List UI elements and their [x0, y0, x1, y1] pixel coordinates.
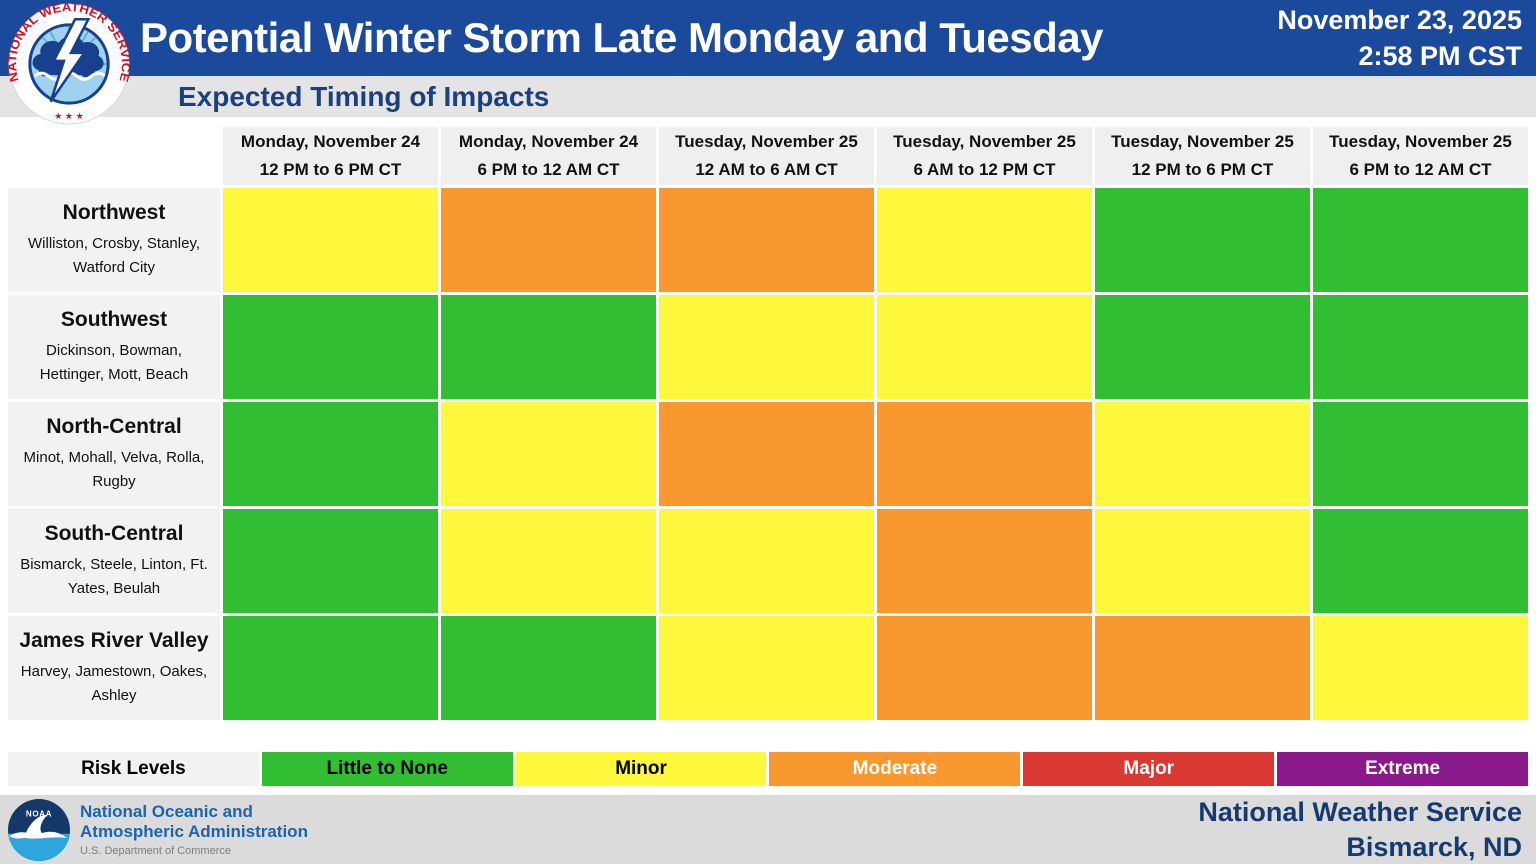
region-cities: Dickinson, Bowman, Hettinger, Mott, Beac…: [39, 341, 189, 383]
column-header: Tuesday, November 25 12 PM to 6 PM CT: [1095, 127, 1310, 185]
region-label: James River Valley Harvey, Jamestown, Oa…: [8, 616, 220, 720]
column-time: 12 PM to 6 PM CT: [259, 160, 402, 179]
risk-cell: [877, 509, 1092, 613]
column-day: Monday, November 24: [458, 132, 639, 151]
column-time: 12 AM to 6 AM CT: [695, 160, 838, 179]
risk-cell: [441, 402, 656, 506]
subtitle-strip: Expected Timing of Impacts: [0, 76, 1536, 117]
issue-date: November 23, 2025: [1277, 4, 1522, 35]
column-day: Tuesday, November 25: [1111, 132, 1294, 151]
region-cities: Harvey, Jamestown, Oakes, Ashley: [20, 662, 208, 704]
risk-cell: [1095, 295, 1310, 399]
region-name: James River Valley: [19, 628, 209, 652]
noaa-logo-icon: NOAA: [8, 798, 70, 861]
risk-cell: [1313, 509, 1528, 613]
risk-cell: [877, 188, 1092, 292]
risk-cell: [1095, 402, 1310, 506]
column-day: Tuesday, November 25: [893, 132, 1076, 151]
footer-bar: NOAA National Oceanic and Atmospheric Ad…: [0, 795, 1536, 864]
risk-cell: [223, 509, 438, 613]
column-header: Tuesday, November 25 6 AM to 12 PM CT: [877, 127, 1092, 185]
risk-cell: [441, 188, 656, 292]
risk-cell: [223, 188, 438, 292]
legend-item-little_to_none: Little to None: [261, 752, 513, 786]
risk-cell: [441, 616, 656, 720]
legend-risk-levels-label: Risk Levels: [8, 752, 259, 786]
region-name: Southwest: [60, 307, 168, 331]
risk-cell: [659, 188, 874, 292]
risk-cell: [1095, 188, 1310, 292]
region-label: Southwest Dickinson, Bowman, Hettinger, …: [8, 295, 220, 399]
noaa-name-line1: National Oceanic and: [80, 801, 253, 821]
issue-datetime: November 23, 2025 2:58 PM CST: [1277, 2, 1522, 75]
issuing-office: National Weather Service Bismarck, ND: [1198, 795, 1522, 864]
region-name: South-Central: [44, 521, 184, 545]
header-bar: Potential Winter Storm Late Monday and T…: [0, 0, 1536, 76]
noaa-name-line2: Atmospheric Administration: [80, 822, 308, 841]
risk-cell: [1095, 616, 1310, 720]
column-header: Monday, November 24 6 PM to 12 AM CT: [441, 127, 656, 185]
risk-cell: [223, 402, 438, 506]
risk-cell: [223, 295, 438, 399]
region-label: North-Central Minot, Mohall, Velva, Roll…: [8, 402, 220, 506]
risk-cell: [1313, 402, 1528, 506]
legend-item-extreme: Extreme: [1277, 752, 1528, 786]
column-day: Tuesday, November 25: [1329, 132, 1512, 151]
region-name: North-Central: [46, 414, 182, 438]
page-title: Potential Winter Storm Late Monday and T…: [140, 14, 1103, 61]
risk-cell: [659, 616, 874, 720]
risk-cell: [1313, 295, 1528, 399]
risk-cell: [1095, 509, 1310, 613]
region-name: Northwest: [62, 200, 166, 224]
column-time: 6 PM to 12 AM CT: [1349, 160, 1492, 179]
region-cities: Williston, Crosby, Stanley, Watford City: [28, 234, 200, 276]
column-day: Tuesday, November 25: [675, 132, 858, 151]
legend-bar: Risk Levels Little to None Minor Moderate M…: [8, 752, 1528, 786]
noaa-department: U.S. Department of Commerce: [80, 845, 231, 858]
legend-item-moderate: Moderate: [769, 752, 1021, 786]
issue-time: 2:58 PM CST: [1358, 41, 1522, 71]
column-header: Monday, November 24 12 PM to 6 PM CT: [223, 127, 438, 185]
noaa-text-block: National Oceanic and Atmospheric Adminis…: [80, 802, 308, 857]
region-cities: Minot, Mohall, Velva, Rolla, Rugby: [23, 448, 205, 490]
timing-table: Monday, November 24 12 PM to 6 PM CT Mon…: [8, 127, 1528, 720]
risk-cell: [223, 616, 438, 720]
risk-cell: [659, 402, 874, 506]
risk-cell: [877, 402, 1092, 506]
svg-text:NOAA: NOAA: [26, 809, 52, 818]
table-corner: [8, 127, 220, 185]
risk-cell: [441, 509, 656, 613]
nws-logo-icon: NATIONAL WEATHER SERVICE ★ ★ ★: [8, 3, 130, 125]
risk-cell: [1313, 616, 1528, 720]
legend-item-minor: Minor: [515, 752, 767, 786]
office-line2: Bismarck, ND: [1346, 831, 1522, 862]
legend-item-major: Major: [1023, 752, 1275, 786]
risk-cell: [877, 616, 1092, 720]
column-time: 12 PM to 6 PM CT: [1131, 160, 1274, 179]
risk-cell: [441, 295, 656, 399]
svg-text:★ ★ ★: ★ ★ ★: [54, 111, 84, 121]
risk-cell: [659, 509, 874, 613]
column-header: Tuesday, November 25 6 PM to 12 AM CT: [1313, 127, 1528, 185]
office-line1: National Weather Service: [1198, 796, 1522, 827]
risk-cell: [659, 295, 874, 399]
graphic-subtitle: Expected Timing of Impacts: [178, 80, 550, 112]
column-time: 6 PM to 12 AM CT: [477, 160, 620, 179]
risk-cell: [1313, 188, 1528, 292]
column-time: 6 AM to 12 PM CT: [913, 160, 1056, 179]
column-header: Tuesday, November 25 12 AM to 6 AM CT: [659, 127, 874, 185]
region-label: Northwest Williston, Crosby, Stanley, Wa…: [8, 188, 220, 292]
column-day: Monday, November 24: [240, 132, 421, 151]
region-cities: Bismarck, Steele, Linton, Ft. Yates, Beu…: [20, 555, 208, 597]
region-label: South-Central Bismarck, Steele, Linton, …: [8, 509, 220, 613]
risk-cell: [877, 295, 1092, 399]
